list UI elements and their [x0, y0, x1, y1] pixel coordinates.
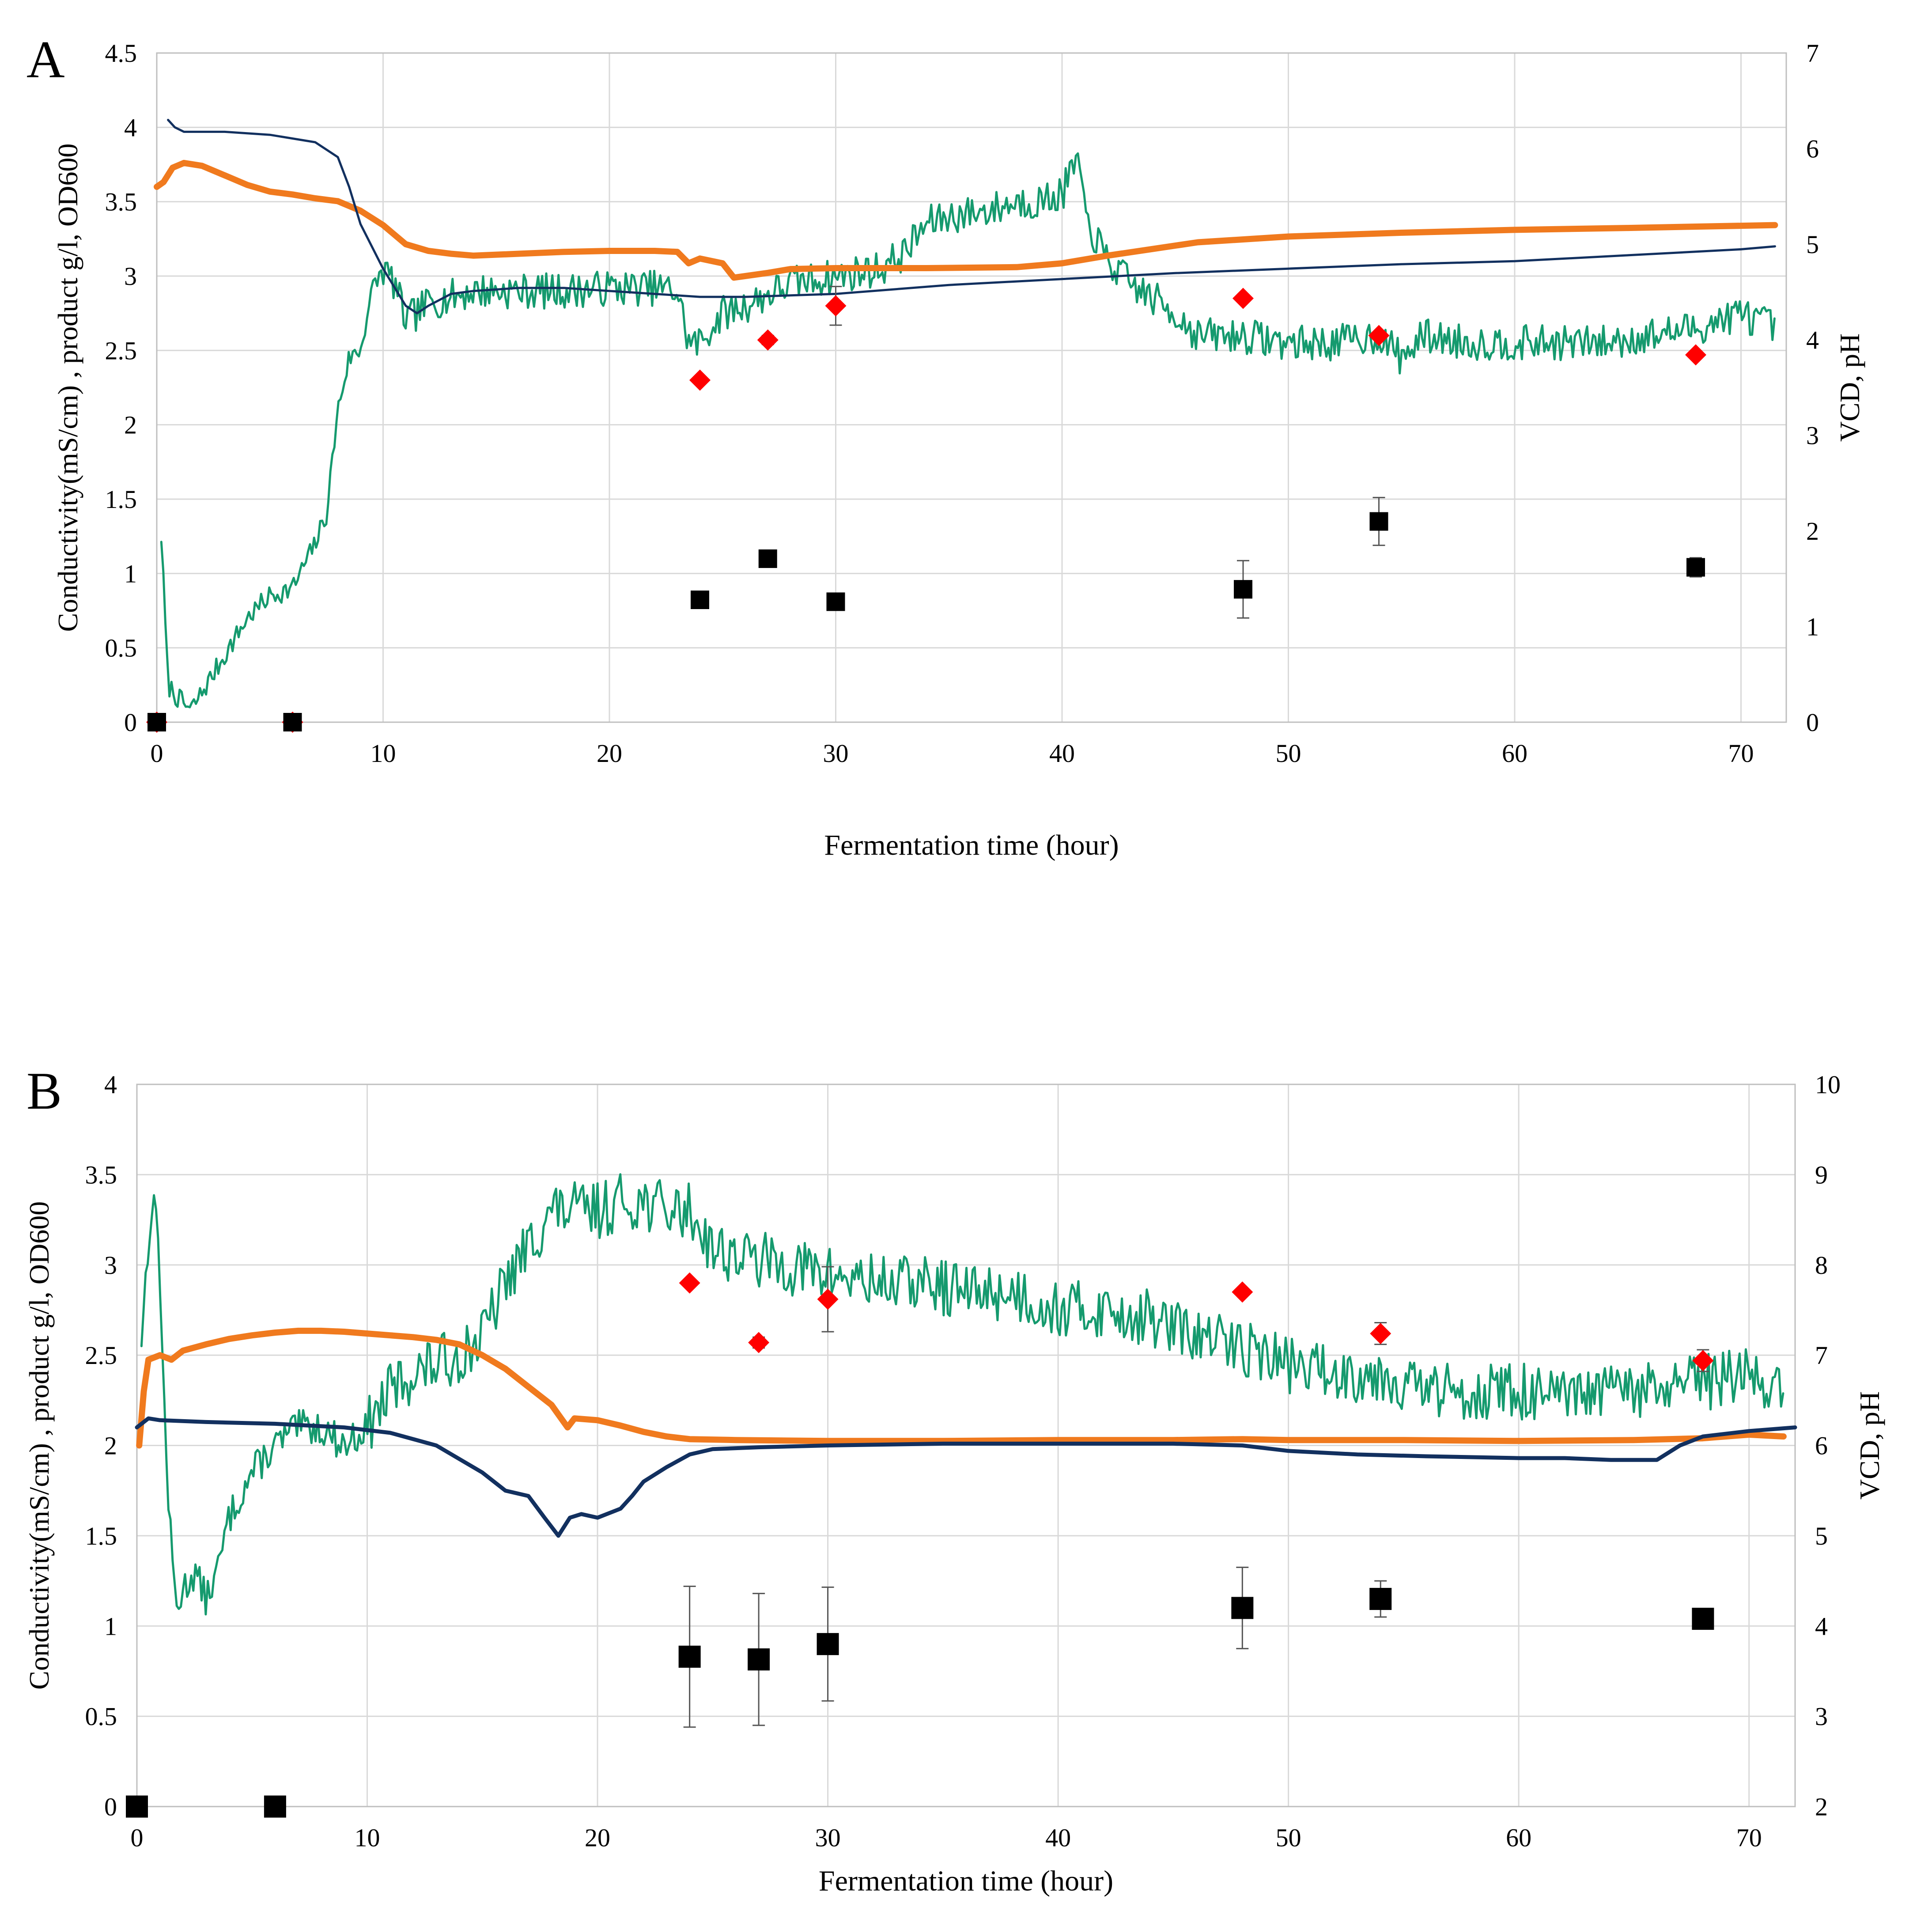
- panel-b-xtick-label: 70: [1736, 1823, 1762, 1852]
- panel-a-ytick-label: 0: [124, 708, 137, 737]
- panel-b-vcd-point: [748, 1648, 770, 1671]
- panel-a-y2tick-label: 0: [1806, 708, 1819, 737]
- panel-a-vcd-point: [147, 713, 166, 731]
- panel-a-xtick-label: 20: [597, 739, 622, 768]
- panel-a-y2tick-label: 7: [1806, 39, 1819, 68]
- panel-b-vcd-point: [264, 1796, 286, 1818]
- panel-b-y2tick-label: 6: [1815, 1432, 1828, 1460]
- panel-b-ytick-label: 1: [104, 1612, 117, 1640]
- panel-b-y2tick-label: 9: [1815, 1160, 1828, 1189]
- panel-b-product-point: [1692, 1350, 1714, 1371]
- panel-a-product-point: [689, 369, 711, 391]
- panel-b-product-point: [748, 1332, 770, 1353]
- panel-a-product-point: [825, 295, 847, 317]
- panel-a-ytick-label: 3: [124, 262, 137, 291]
- panel-b-ph-line: [136, 1327, 1787, 1449]
- panel-b-xtick-label: 60: [1506, 1823, 1531, 1852]
- panel-b-ytick-label: 2.5: [85, 1341, 117, 1370]
- panel-a-product-point: [1232, 288, 1254, 309]
- panel-a-product-point: [1685, 344, 1706, 366]
- panel-b-y2tick-label: 2: [1815, 1792, 1828, 1821]
- panel-a-vcd-point: [1234, 580, 1252, 599]
- panel-a-vcd-point: [1686, 558, 1705, 577]
- panel-a-ytick-label: 4.5: [105, 39, 137, 68]
- panel-b-vcd-point: [126, 1796, 148, 1818]
- panel-a-xtick-label: 10: [371, 739, 396, 768]
- panel-b-y2tick-label: 8: [1815, 1251, 1828, 1280]
- panel-a-xtick-label: 0: [151, 739, 163, 768]
- panel-b-y2tick-label: 3: [1815, 1702, 1828, 1731]
- panel-a-conductivity-line: [160, 152, 1776, 708]
- panel-a-ytick-label: 2: [124, 411, 137, 439]
- panel-b-xtick-label: 40: [1045, 1823, 1071, 1852]
- panel-a-vcd-point: [691, 590, 709, 609]
- panel-a-y2tick-label: 5: [1806, 230, 1819, 259]
- panel-a-plot-frame: [156, 52, 1787, 723]
- panel-a-xtick-label: 30: [823, 739, 849, 768]
- panel-b-xtick-label: 30: [815, 1823, 841, 1852]
- panel-b-vcd-point: [1231, 1597, 1254, 1619]
- panel-b-product-point: [1232, 1281, 1253, 1303]
- panel-a-product-point: [757, 329, 779, 351]
- panel-a-vcd-point: [758, 549, 777, 568]
- panel-a-xtick-label: 70: [1728, 739, 1754, 768]
- panel-b: B 0 0.5 1 1.5 2 2.5 3 3.5 4 2 3 4 5 6 7 8 9 10 0 10 20 30 40 50…: [23, 1061, 1885, 1897]
- panel-a-product-point: [1368, 325, 1390, 346]
- panel-a-y2tick-label: 3: [1806, 421, 1819, 450]
- panel-a-vcd-point: [1369, 512, 1388, 531]
- panel-b-y2tick-label: 7: [1815, 1341, 1828, 1370]
- panel-b-product-point: [817, 1288, 839, 1310]
- panel-a-ytick-label: 2.5: [105, 336, 137, 365]
- panel-a-xtick-label: 60: [1502, 739, 1527, 768]
- panel-b-od600-line: [135, 1416, 1797, 1538]
- panel-b-vcd-point: [1692, 1607, 1714, 1630]
- panel-a-ytick-label: 1: [124, 559, 137, 588]
- panel-b-x-axis-title: Fermentation time (hour): [819, 1865, 1113, 1897]
- panel-b-y-axis-title: Conductivity(mS/cm) , product g/l, OD600: [23, 1201, 55, 1690]
- panel-a-y-axis-title: Conductivity(mS/cm) , product g/l, OD600: [52, 144, 83, 632]
- panel-b-product-point: [1370, 1323, 1391, 1345]
- panel-a-y2tick-label: 1: [1806, 613, 1819, 641]
- panel-b-conductivity-line: [140, 1173, 1784, 1616]
- panel-a-y2tick-label: 2: [1806, 517, 1819, 546]
- panel-label-a: A: [26, 30, 65, 89]
- panel-b-ytick-label: 3: [104, 1251, 117, 1280]
- panel-a-y2tick-label: 4: [1806, 326, 1819, 354]
- panel-a-xtick-label: 50: [1276, 739, 1301, 768]
- panel-b-xtick-label: 0: [131, 1823, 144, 1852]
- panel-a-ytick-label: 4: [124, 113, 137, 142]
- panel-b-y2tick-label: 4: [1815, 1612, 1828, 1640]
- panel-a-x-axis-title: Fermentation time (hour): [824, 829, 1119, 861]
- panel-a-y2-axis-title: VCD, pH: [1834, 333, 1865, 442]
- panel-b-xtick-label: 50: [1276, 1823, 1301, 1852]
- panel-a-ytick-label: 0.5: [105, 634, 137, 663]
- panel-b-ytick-label: 0: [104, 1792, 117, 1821]
- panel-b-xtick-label: 20: [585, 1823, 610, 1852]
- panel-a-y2tick-label: 6: [1806, 134, 1819, 163]
- panel-b-vcd-point: [817, 1633, 839, 1655]
- panel-b-vcd-point: [678, 1645, 701, 1668]
- panel-b-ytick-label: 3.5: [85, 1160, 117, 1189]
- panel-a-ph-line: [154, 159, 1778, 281]
- panel-label-b: B: [26, 1061, 62, 1120]
- panel-b-y2-axis-title: VCD, pH: [1854, 1391, 1885, 1500]
- panel-a-ytick-label: 1.5: [105, 485, 137, 514]
- panel-a-xtick-label: 40: [1049, 739, 1075, 768]
- panel-b-ytick-label: 2: [104, 1432, 117, 1460]
- panel-b-ytick-label: 0.5: [85, 1702, 117, 1731]
- panel-b-product-point: [679, 1272, 700, 1294]
- panel-b-ytick-label: 1.5: [85, 1522, 117, 1550]
- panel-a-od600-line: [167, 119, 1776, 314]
- panel-a-ytick-label: 3.5: [105, 188, 137, 216]
- panel-b-xtick-label: 10: [355, 1823, 380, 1852]
- panel-b-ytick-label: 4: [104, 1070, 117, 1099]
- panel-b-y2tick-label: 10: [1815, 1070, 1841, 1099]
- panel-b-vcd-point: [1369, 1587, 1392, 1610]
- panel-a-vcd-point: [826, 592, 845, 611]
- panel-a-vcd-point: [283, 713, 302, 731]
- panel-b-y2tick-label: 5: [1815, 1522, 1828, 1550]
